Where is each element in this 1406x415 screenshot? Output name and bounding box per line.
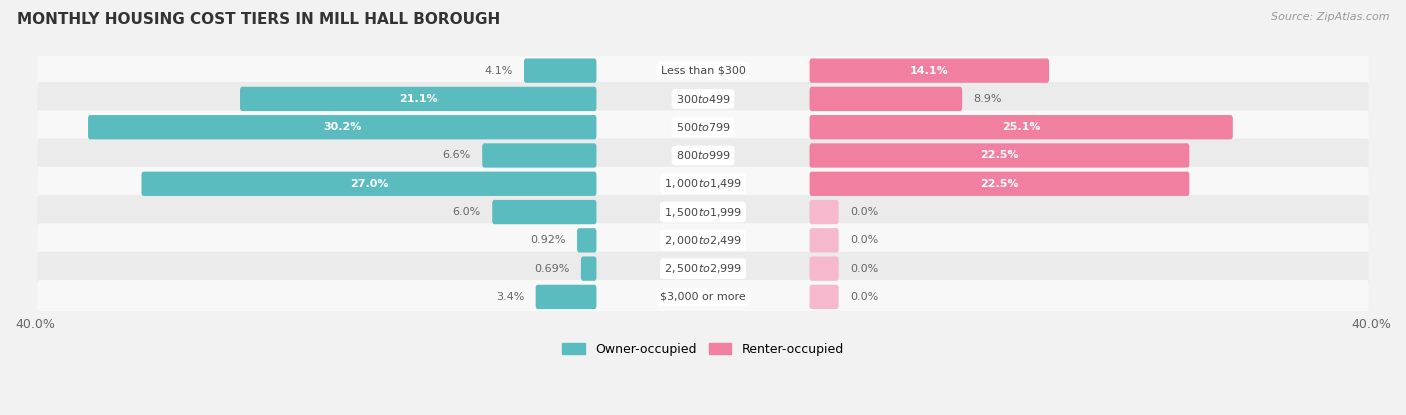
Text: 0.92%: 0.92% [530, 235, 565, 245]
Text: $1,500 to $1,999: $1,500 to $1,999 [664, 205, 742, 219]
FancyBboxPatch shape [38, 167, 1368, 201]
Text: 30.2%: 30.2% [323, 122, 361, 132]
FancyBboxPatch shape [240, 87, 596, 111]
FancyBboxPatch shape [576, 228, 596, 252]
FancyBboxPatch shape [38, 54, 1368, 88]
Text: 0.0%: 0.0% [851, 264, 879, 273]
Legend: Owner-occupied, Renter-occupied: Owner-occupied, Renter-occupied [557, 338, 849, 361]
Text: Less than $300: Less than $300 [661, 66, 745, 76]
FancyBboxPatch shape [38, 280, 1368, 314]
FancyBboxPatch shape [524, 59, 596, 83]
FancyBboxPatch shape [581, 256, 596, 281]
Text: $500 to $799: $500 to $799 [675, 121, 731, 133]
Text: $1,000 to $1,499: $1,000 to $1,499 [664, 177, 742, 190]
Text: 6.6%: 6.6% [443, 151, 471, 161]
Text: 0.0%: 0.0% [851, 235, 879, 245]
Text: 3.4%: 3.4% [496, 292, 524, 302]
FancyBboxPatch shape [536, 285, 596, 309]
Text: 6.0%: 6.0% [453, 207, 481, 217]
FancyBboxPatch shape [810, 200, 838, 224]
Text: Source: ZipAtlas.com: Source: ZipAtlas.com [1271, 12, 1389, 22]
Text: 4.1%: 4.1% [484, 66, 513, 76]
Text: $3,000 or more: $3,000 or more [661, 292, 745, 302]
Text: 27.0%: 27.0% [350, 179, 388, 189]
FancyBboxPatch shape [810, 172, 1189, 196]
Text: 0.0%: 0.0% [851, 292, 879, 302]
FancyBboxPatch shape [810, 87, 962, 111]
Text: $2,500 to $2,999: $2,500 to $2,999 [664, 262, 742, 275]
FancyBboxPatch shape [810, 59, 1049, 83]
FancyBboxPatch shape [38, 195, 1368, 229]
FancyBboxPatch shape [38, 223, 1368, 257]
Text: 22.5%: 22.5% [980, 179, 1019, 189]
FancyBboxPatch shape [38, 82, 1368, 116]
Text: 8.9%: 8.9% [973, 94, 1002, 104]
FancyBboxPatch shape [810, 285, 838, 309]
Text: 21.1%: 21.1% [399, 94, 437, 104]
FancyBboxPatch shape [38, 251, 1368, 286]
FancyBboxPatch shape [89, 115, 596, 139]
Text: 25.1%: 25.1% [1002, 122, 1040, 132]
FancyBboxPatch shape [482, 143, 596, 168]
Text: 14.1%: 14.1% [910, 66, 949, 76]
Text: $300 to $499: $300 to $499 [675, 93, 731, 105]
FancyBboxPatch shape [38, 139, 1368, 173]
FancyBboxPatch shape [142, 172, 596, 196]
FancyBboxPatch shape [810, 228, 838, 252]
FancyBboxPatch shape [810, 256, 838, 281]
FancyBboxPatch shape [810, 143, 1189, 168]
FancyBboxPatch shape [810, 115, 1233, 139]
Text: 0.0%: 0.0% [851, 207, 879, 217]
Text: MONTHLY HOUSING COST TIERS IN MILL HALL BOROUGH: MONTHLY HOUSING COST TIERS IN MILL HALL … [17, 12, 501, 27]
Text: 0.69%: 0.69% [534, 264, 569, 273]
FancyBboxPatch shape [492, 200, 596, 224]
Text: 22.5%: 22.5% [980, 151, 1019, 161]
FancyBboxPatch shape [38, 110, 1368, 144]
Text: $800 to $999: $800 to $999 [675, 149, 731, 161]
Text: $2,000 to $2,499: $2,000 to $2,499 [664, 234, 742, 247]
